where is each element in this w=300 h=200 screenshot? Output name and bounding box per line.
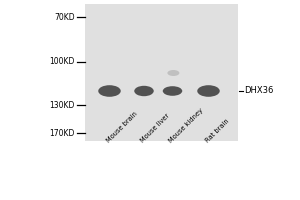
Text: 100KD: 100KD bbox=[50, 58, 75, 66]
Ellipse shape bbox=[163, 86, 182, 96]
Text: Mouse kidney: Mouse kidney bbox=[168, 107, 205, 144]
Text: DHX36: DHX36 bbox=[244, 86, 274, 95]
FancyBboxPatch shape bbox=[85, 4, 238, 141]
Text: 130KD: 130KD bbox=[50, 100, 75, 110]
Text: 170KD: 170KD bbox=[50, 129, 75, 138]
Ellipse shape bbox=[197, 85, 220, 97]
Text: Mouse liver: Mouse liver bbox=[140, 113, 171, 144]
Text: Rat brain: Rat brain bbox=[204, 118, 230, 144]
Ellipse shape bbox=[134, 86, 154, 96]
Text: 70KD: 70KD bbox=[54, 12, 75, 21]
Ellipse shape bbox=[167, 70, 179, 76]
Text: Mouse brain: Mouse brain bbox=[105, 111, 138, 144]
Ellipse shape bbox=[98, 85, 121, 97]
